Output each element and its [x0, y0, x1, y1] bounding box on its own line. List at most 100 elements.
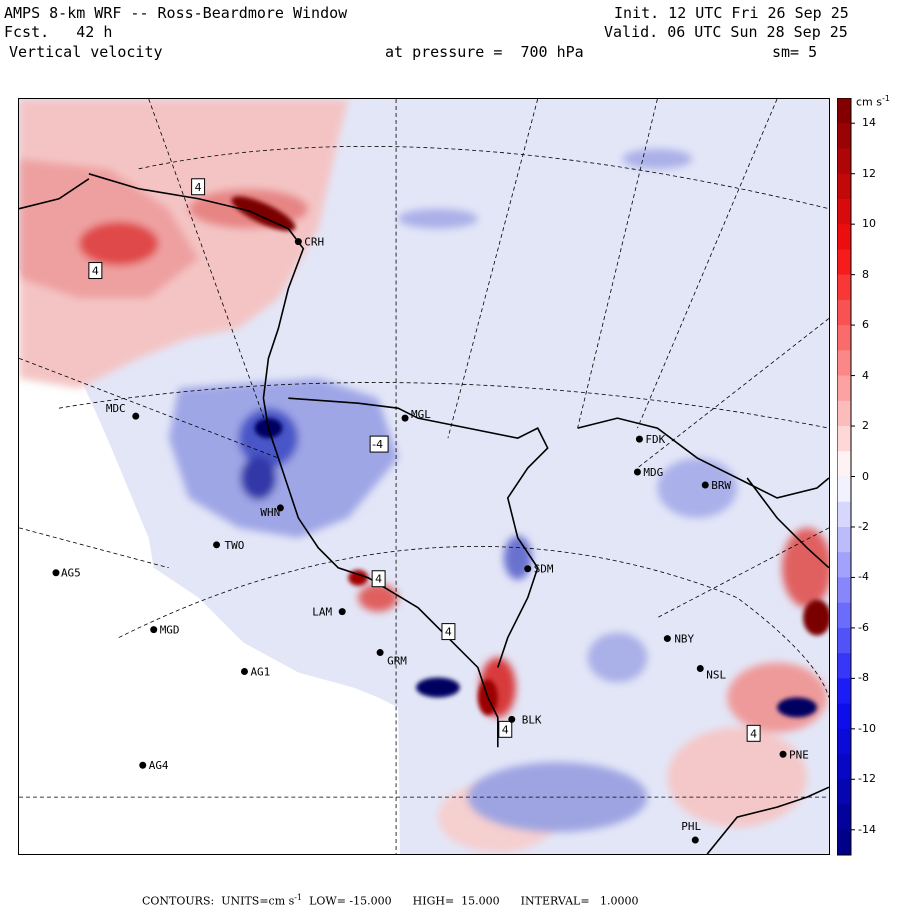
coastline	[19, 173, 829, 854]
station-label-nby: NBY	[674, 633, 694, 646]
contour-label: 4	[375, 573, 382, 586]
pressure-level: at pressure = 700 hPa	[385, 43, 584, 61]
colorbar-bin	[837, 98, 851, 124]
station-label-mdg: MDG	[643, 466, 663, 479]
colorbar-bin	[837, 325, 851, 351]
colorbar-bin	[837, 249, 851, 276]
colorbar-bin	[837, 577, 851, 604]
contour-label	[88, 262, 103, 280]
contour-label	[369, 435, 389, 453]
colorbar-tick-label: 12	[862, 166, 876, 180]
colorbar-bin	[837, 299, 851, 326]
field-name: Vertical velocity	[9, 43, 163, 61]
station-label-blk: BLK	[522, 713, 542, 726]
contour-label	[191, 178, 206, 196]
colorbar-bin	[837, 602, 851, 629]
vertical-velocity-map: 4 4 4 4 4 4 -4 CRH MDC MGL WHN TWO AG5 MGD AG1 A…	[18, 98, 830, 855]
colorbar-tick-label: 6	[862, 318, 869, 332]
station-dot-ag4	[139, 761, 147, 769]
station-label-ag4: AG4	[149, 759, 169, 772]
colorbar-bin	[837, 526, 851, 553]
colorbar-tick-label: -12	[858, 772, 876, 786]
colorbar-bin	[837, 627, 851, 654]
colorbar-tick-label: -10	[858, 721, 876, 735]
station-dot-blk	[508, 715, 516, 723]
station-dot-two	[213, 541, 221, 549]
colorbar-bin	[837, 148, 851, 175]
masked-region	[19, 268, 401, 854]
station-label-ag1: AG1	[250, 665, 270, 678]
colorbar-tick-label: 4	[862, 368, 869, 382]
contour-label: -4	[372, 438, 383, 451]
contour-label: 4	[502, 723, 509, 736]
station-dot-mgl	[401, 414, 409, 422]
colorbar-tick-label: 14	[862, 116, 876, 130]
colorbar-bin	[837, 779, 851, 806]
station-label-crh: CRH	[304, 236, 324, 249]
station-label-lam: LAM	[312, 606, 332, 619]
station-dot-whn	[276, 504, 284, 512]
station-label-mgd: MGD	[160, 624, 180, 637]
station-dot-nsl	[696, 665, 704, 672]
colorbar-bin	[837, 274, 851, 301]
colorbar-bin	[837, 224, 851, 250]
colorbar-units: cm s-1	[856, 94, 890, 109]
colorbar-tick-label: 2	[862, 419, 869, 433]
high-value: HIGH= 15.000	[412, 894, 500, 908]
station-dot-nby	[663, 635, 671, 643]
station-label-two: TWO	[225, 539, 245, 552]
colorbar-bin	[837, 173, 851, 200]
forecast-hour: Fcst. 42 h	[4, 23, 113, 41]
station-dot-pne	[779, 750, 787, 758]
station-label-grm: GRM	[387, 655, 407, 668]
colorbar-bin	[837, 678, 851, 705]
colorbar	[837, 98, 855, 856]
station-label-mdc: MDC	[106, 402, 126, 415]
graticule	[19, 99, 829, 854]
colorbar-tick-label: -14	[858, 822, 876, 836]
contour-label	[441, 623, 456, 641]
colorbar-bin	[837, 703, 851, 730]
station-dot-ag5	[52, 569, 60, 577]
station-label-ag5: AG5	[61, 567, 81, 580]
colorbar-tick-label: -4	[858, 570, 869, 584]
colorbar-tick-label: 0	[862, 469, 869, 483]
station-dot-sdm	[524, 565, 532, 573]
station-dot-grm	[376, 649, 384, 657]
colorbar-bin	[837, 350, 851, 377]
contour-label	[371, 570, 386, 588]
colorbar-tick-label: 10	[862, 217, 876, 231]
colorbar-bin	[837, 501, 851, 528]
colorbar-tick-label: -6	[858, 620, 869, 634]
colorbar-bin	[837, 728, 851, 755]
colorbar-bin	[837, 123, 851, 149]
contour-label	[498, 720, 513, 738]
units: UNITS=cm s	[221, 894, 295, 908]
station-dot-mgd	[150, 626, 158, 634]
station-dot-mdc	[132, 412, 140, 420]
station-label-brw: BRW	[711, 479, 731, 492]
colorbar-bin	[837, 198, 851, 225]
colorbar-bin	[837, 451, 851, 477]
station-dot-ag1	[240, 667, 248, 675]
contour-label: 4	[92, 265, 99, 278]
station-dot-lam	[338, 608, 346, 616]
contours-label: CONTOURS:	[142, 894, 215, 908]
station-markers: CRH MDC MGL WHN TWO AG5 MGD AG1 AG4 LAM GRM SDM FDK M…	[52, 236, 809, 844]
chart-title: AMPS 8-km WRF -- Ross-Beardmore Window	[4, 4, 348, 22]
valid-time: Valid. 06 UTC Sun 28 Sep 25	[604, 23, 848, 41]
contour-info: CONTOURS: UNITS=cm s-1 LOW= -15.000 HIGH…	[142, 893, 639, 908]
station-label-whn: WHN	[260, 506, 280, 519]
colorbar-tick-label: -8	[858, 671, 869, 685]
colorbar-bin	[837, 754, 851, 780]
low-value: LOW= -15.000	[309, 894, 392, 908]
contour-label: 4	[445, 626, 452, 639]
contour-labels: 4 4 4 4 4 4 -4	[88, 178, 761, 742]
station-dot-phl	[691, 836, 699, 844]
station-label-pne: PNE	[789, 748, 809, 761]
contour-label: 4	[750, 727, 757, 740]
station-dot-brw	[701, 481, 709, 489]
colorbar-bin	[837, 400, 851, 427]
colorbar-tick-label: 8	[862, 267, 869, 281]
init-time: Init. 12 UTC Fri 26 Sep 25	[614, 4, 849, 22]
